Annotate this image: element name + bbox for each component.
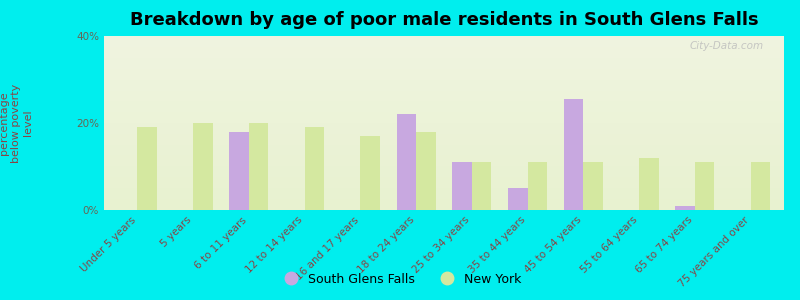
Bar: [675, 206, 695, 210]
Text: percentage
below poverty
level: percentage below poverty level: [0, 83, 33, 163]
Bar: [639, 158, 658, 210]
Text: City-Data.com: City-Data.com: [690, 41, 763, 51]
Bar: [305, 127, 324, 210]
Bar: [138, 127, 157, 210]
Bar: [193, 123, 213, 210]
Bar: [230, 132, 249, 210]
Bar: [249, 123, 269, 210]
Bar: [397, 114, 416, 210]
Title: Breakdown by age of poor male residents in South Glens Falls: Breakdown by age of poor male residents …: [130, 11, 758, 29]
Bar: [452, 162, 472, 210]
Legend: South Glens Falls, New York: South Glens Falls, New York: [274, 268, 526, 291]
Bar: [360, 136, 380, 210]
Bar: [695, 162, 714, 210]
Bar: [750, 162, 770, 210]
Bar: [528, 162, 547, 210]
Bar: [508, 188, 528, 210]
Bar: [416, 132, 436, 210]
Bar: [472, 162, 491, 210]
Bar: [564, 99, 583, 210]
Bar: [583, 162, 603, 210]
